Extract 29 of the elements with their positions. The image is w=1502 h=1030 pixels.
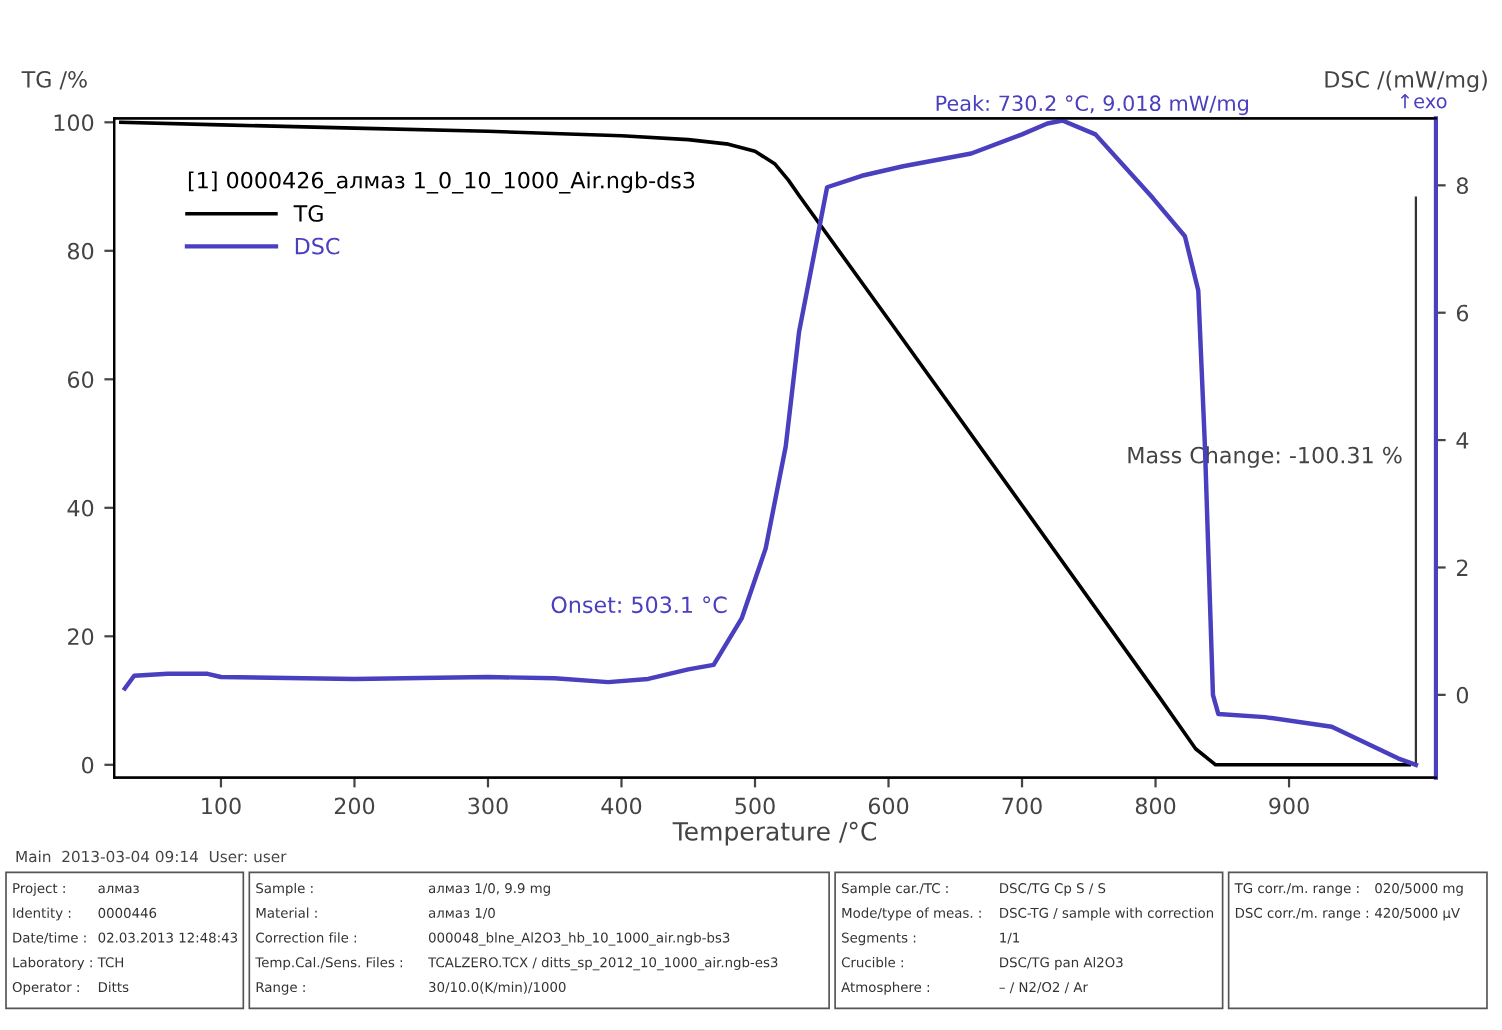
y-tick-label: 0 (82, 756, 94, 774)
y-tick-label: 40 (67, 499, 94, 517)
x-tick-label: 100 (202, 797, 241, 815)
y2-tick-label: 0 (1456, 686, 1469, 704)
x-tick-label: 700 (1002, 797, 1042, 815)
y2-tick-label: 4 (1456, 432, 1469, 449)
x-tick-label: 600 (868, 797, 909, 815)
y2-tick-label: 6 (1456, 304, 1469, 322)
legend-label: TG (293, 205, 323, 222)
annotation: Onset: 503.1 °C (551, 596, 727, 614)
y2-tick-label: 2 (1456, 559, 1468, 576)
x-tick-label: 900 (1269, 797, 1309, 815)
y-tick-label: 80 (67, 242, 94, 260)
y-axis-title: TG /% (21, 70, 87, 90)
y2-axis-title: DSC /(mW/mg) (1325, 70, 1487, 93)
y-tick-label: 20 (68, 628, 94, 646)
legend-title: [1] 0000426_алмаз 1_0_10_1000_Air.ngb-ds3 (188, 171, 695, 194)
y-tick-label: 60 (67, 371, 94, 389)
x-tick-label: 200 (334, 797, 375, 815)
x-tick-label: 400 (601, 797, 642, 815)
y2-tick-label: 8 (1456, 177, 1468, 195)
y-tick-label: 100 (54, 114, 94, 132)
text: ↑exo (1400, 93, 1447, 109)
x-tick-label: 300 (468, 797, 508, 815)
x-axis-title: Temperature /°C (672, 821, 877, 846)
x-tick-label: 500 (735, 797, 775, 815)
x-tick-label: 800 (1135, 797, 1176, 815)
legend-label: DSC (295, 237, 340, 255)
text: Peak: 730.2 °C, 9.018 mW/mg (936, 94, 1248, 116)
